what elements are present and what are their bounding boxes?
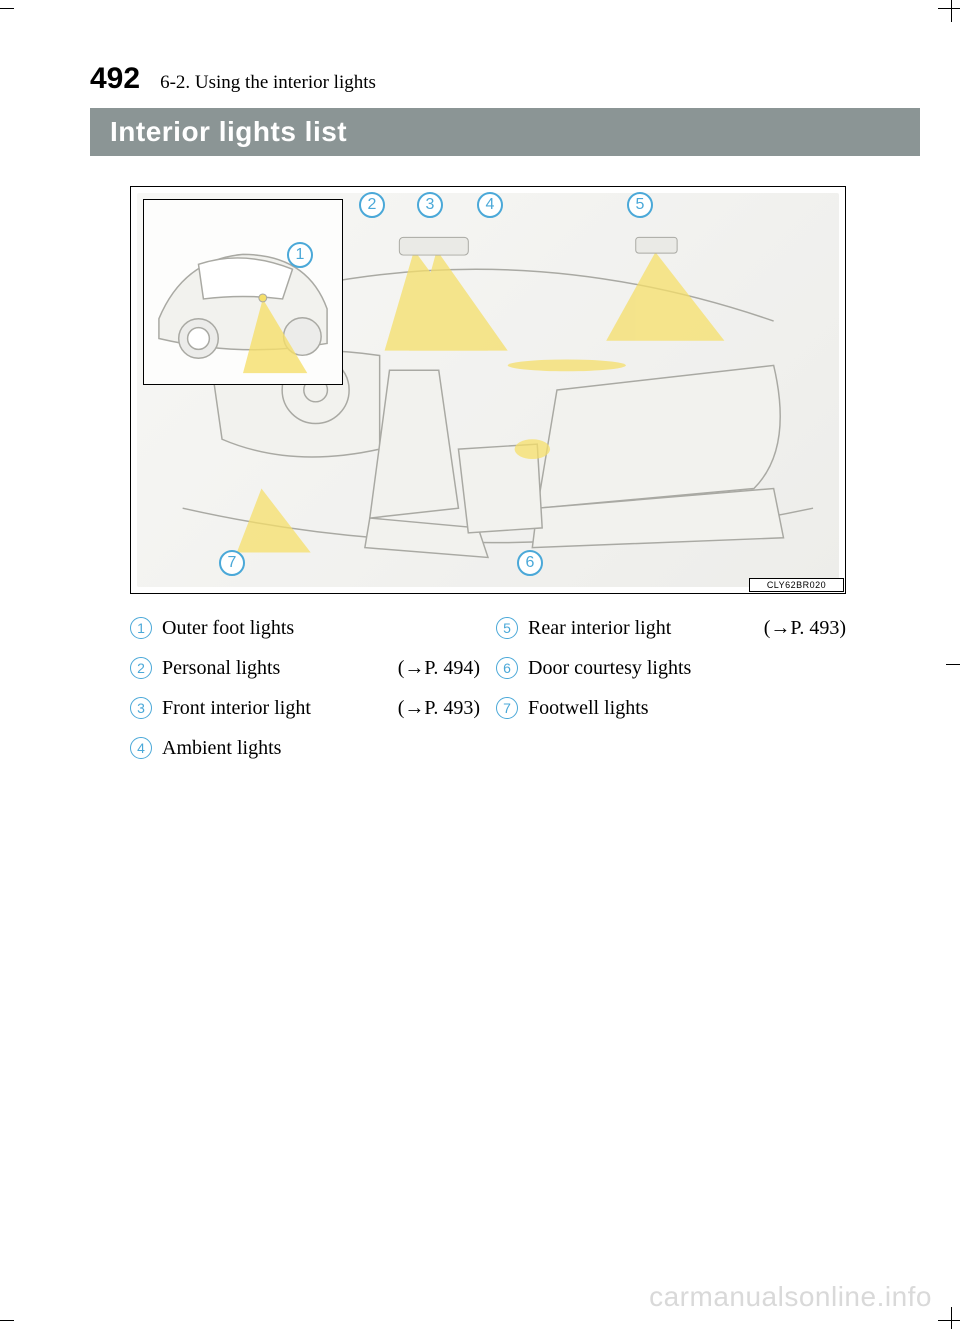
figure-container: CLY62BR020: [130, 186, 846, 594]
page-header: 492 6-2. Using the interior lights: [90, 62, 920, 96]
legend-row: 7 Footwell lights: [496, 688, 846, 728]
crop-mark: [0, 8, 14, 9]
legend-row: 6 Door courtesy lights: [496, 648, 846, 688]
callout-2: 2: [359, 192, 385, 218]
legend-number: 1: [130, 617, 152, 639]
legend-label: Footwell lights: [528, 697, 846, 720]
crop-mark: [951, 1307, 952, 1329]
crop-mark: [951, 0, 952, 22]
crop-mark: [946, 664, 960, 665]
legend-number: 2: [130, 657, 152, 679]
legend-row: 1 Outer foot lights: [130, 608, 480, 648]
callout-4: 4: [477, 192, 503, 218]
crop-mark: [938, 1320, 960, 1321]
crop-mark: [938, 8, 960, 9]
legend-label: Front interior light: [162, 697, 398, 720]
legend-number: 7: [496, 697, 518, 719]
callout-5: 5: [627, 192, 653, 218]
callout-6: 6: [517, 550, 543, 576]
legend-row: 3 Front interior light(→P. 493): [130, 688, 480, 728]
legend-row: 4 Ambient lights: [130, 728, 480, 768]
figure-code-box: CLY62BR020: [749, 578, 844, 592]
watermark: carmanualsonline.info: [649, 1281, 932, 1313]
callout-1: 1: [287, 242, 313, 268]
callout-7: 7: [219, 550, 245, 576]
legend-label: Personal lights: [162, 657, 398, 680]
figure-code: CLY62BR020: [767, 580, 826, 590]
crop-mark: [0, 1320, 14, 1321]
legend-label: Door courtesy lights: [528, 657, 846, 680]
title-bar: Interior lights list: [90, 108, 920, 156]
legend-label: Rear interior light: [528, 617, 764, 640]
page-title: Interior lights list: [110, 116, 347, 148]
legend-number: 3: [130, 697, 152, 719]
legend-label: Ambient lights: [162, 737, 480, 760]
legend-page-ref: (→P. 493): [398, 697, 480, 720]
legend-row: 5 Rear interior light(→P. 493): [496, 608, 846, 648]
page-number: 492: [90, 62, 140, 96]
legend-page-ref: (→P. 494): [398, 657, 480, 680]
legend-number: 5: [496, 617, 518, 639]
legend-number: 4: [130, 737, 152, 759]
section-label: 6-2. Using the interior lights: [160, 72, 376, 94]
legend-label: Outer foot lights: [162, 617, 480, 640]
legend: 1Outer foot lights2Personal lights(→P. 4…: [130, 608, 846, 768]
legend-page-ref: (→P. 493): [764, 617, 846, 640]
legend-row: 2 Personal lights(→P. 494): [130, 648, 480, 688]
figure-inset: [143, 199, 343, 385]
callout-3: 3: [417, 192, 443, 218]
legend-number: 6: [496, 657, 518, 679]
